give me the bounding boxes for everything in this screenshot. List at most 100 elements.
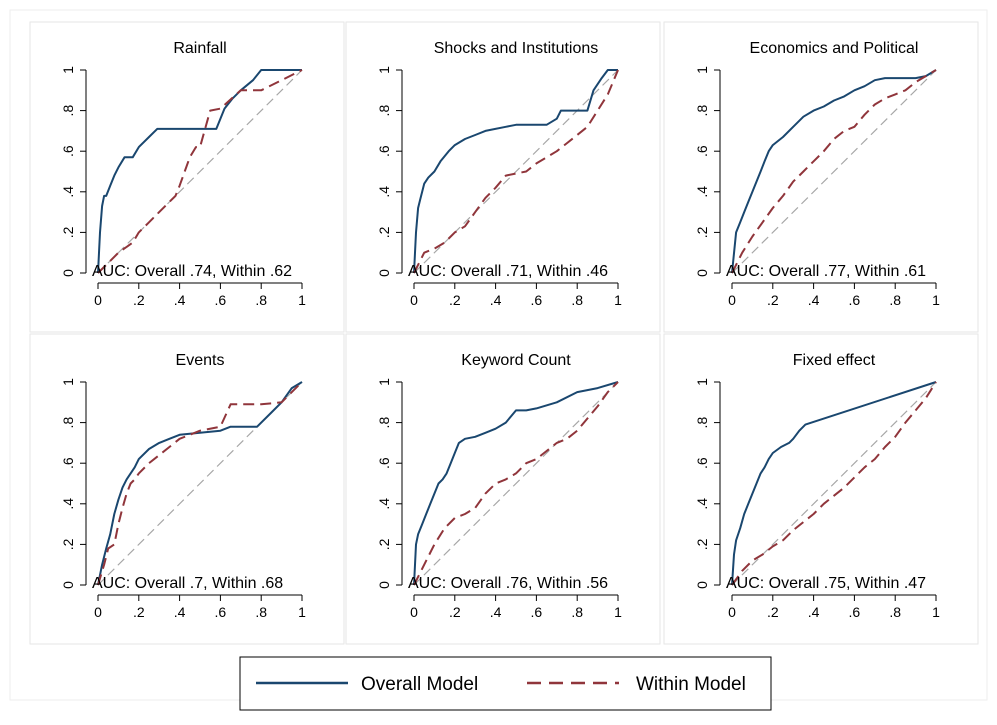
y-tick-label: .2 <box>694 226 710 238</box>
x-tick-label: .8 <box>255 292 267 308</box>
y-tick-label: 1 <box>694 66 710 74</box>
y-tick-label: .4 <box>694 498 710 510</box>
x-tick-label: .2 <box>133 292 145 308</box>
y-tick-label: .2 <box>60 538 76 550</box>
x-tick-label: .8 <box>571 292 583 308</box>
y-tick-label: .2 <box>694 538 710 550</box>
x-tick-label: 1 <box>932 604 940 620</box>
x-tick-label: .6 <box>531 604 543 620</box>
y-tick-label: 1 <box>694 378 710 386</box>
x-tick-label: .6 <box>849 604 861 620</box>
panel-title: Keyword Count <box>461 352 571 369</box>
y-tick-label: .4 <box>376 498 392 510</box>
x-tick-label: 1 <box>932 292 940 308</box>
auc-annotation: AUC: Overall .71, Within .46 <box>408 263 608 280</box>
panel-title: Events <box>176 352 225 369</box>
y-tick-label: .6 <box>376 145 392 157</box>
y-tick-label: 0 <box>376 269 392 277</box>
y-tick-label: .8 <box>60 417 76 429</box>
y-tick-label: .8 <box>60 105 76 117</box>
y-tick-label: .4 <box>694 186 710 198</box>
y-tick-label: 0 <box>60 581 76 589</box>
x-tick-label: 0 <box>94 604 102 620</box>
panel-border <box>29 333 345 645</box>
auc-annotation: AUC: Overall .76, Within .56 <box>408 575 608 592</box>
y-tick-label: 1 <box>60 66 76 74</box>
panel-title: Fixed effect <box>793 352 876 369</box>
series-overall-line <box>97 381 303 586</box>
reference-diagonal <box>413 381 619 586</box>
panel-2: Shocks and Institutions 0 .2 .4 .6 .8 1 0 .2 .4 .6… <box>345 21 661 333</box>
x-tick-label: .8 <box>889 604 901 620</box>
series-within-line <box>731 381 937 586</box>
y-tick-label: .6 <box>376 457 392 469</box>
reference-diagonal <box>731 381 937 586</box>
x-tick-label: 0 <box>728 292 736 308</box>
series-within-line <box>413 69 619 274</box>
y-tick-label: .4 <box>60 186 76 198</box>
x-tick-label: .4 <box>174 292 186 308</box>
y-tick-label: 0 <box>694 581 710 589</box>
x-tick-label: .6 <box>531 292 543 308</box>
y-tick-label: .8 <box>694 417 710 429</box>
y-tick-label: .6 <box>60 145 76 157</box>
x-tick-label: .8 <box>571 604 583 620</box>
x-tick-label: .4 <box>174 604 186 620</box>
panel-title: Shocks and Institutions <box>434 40 599 57</box>
panel-title: Rainfall <box>173 40 226 57</box>
y-tick-label: 0 <box>376 581 392 589</box>
y-tick-label: 0 <box>694 269 710 277</box>
series-overall-line <box>731 381 937 586</box>
x-tick-label: .8 <box>889 292 901 308</box>
x-tick-label: 1 <box>298 604 306 620</box>
x-tick-label: .4 <box>490 604 502 620</box>
x-tick-label: .2 <box>133 604 145 620</box>
y-tick-label: .6 <box>60 457 76 469</box>
y-tick-label: .2 <box>376 226 392 238</box>
x-tick-label: 0 <box>94 292 102 308</box>
auc-annotation: AUC: Overall .74, Within .62 <box>92 263 292 280</box>
x-tick-label: 0 <box>410 604 418 620</box>
y-tick-label: .4 <box>60 498 76 510</box>
y-tick-label: .4 <box>376 186 392 198</box>
y-tick-label: 1 <box>376 66 392 74</box>
panels: Rainfall 0 .2 .4 .6 .8 1 0 .2 .4 .6 .8 1 AUC: Overall… <box>29 21 979 645</box>
reference-diagonal <box>731 69 937 274</box>
auc-annotation: AUC: Overall .7, Within .68 <box>92 575 283 592</box>
panel-3: Economics and Political 0 .2 .4 .6 .8 1 0 .2 .4 .6… <box>663 21 979 333</box>
y-tick-label: 0 <box>60 269 76 277</box>
x-tick-label: .2 <box>449 292 461 308</box>
x-tick-label: .2 <box>767 292 779 308</box>
y-tick-label: .2 <box>376 538 392 550</box>
reference-diagonal <box>413 69 619 274</box>
series-overall-line <box>97 69 302 274</box>
series-overall-line <box>413 381 619 586</box>
series-within-line <box>413 381 619 586</box>
x-tick-label: .6 <box>215 604 227 620</box>
x-tick-label: 1 <box>614 292 622 308</box>
panel-4: Events 0 .2 .4 .6 .8 1 0 .2 .4 .6 .8 1 AUC: Overall .… <box>29 333 345 645</box>
legend-label-overall: Overall Model <box>361 674 478 695</box>
x-tick-label: .2 <box>767 604 779 620</box>
x-tick-label: 0 <box>410 292 418 308</box>
y-tick-label: .8 <box>694 105 710 117</box>
y-tick-label: .8 <box>376 417 392 429</box>
x-tick-label: .4 <box>808 292 820 308</box>
panel-title: Economics and Political <box>750 40 919 57</box>
y-tick-label: .8 <box>376 105 392 117</box>
y-tick-label: .6 <box>694 145 710 157</box>
y-tick-label: .2 <box>60 226 76 238</box>
x-tick-label: 1 <box>614 604 622 620</box>
x-tick-label: .6 <box>215 292 227 308</box>
legend: Overall Model Within Model <box>239 656 772 711</box>
panel-border <box>663 333 979 645</box>
panel-5: Keyword Count 0 .2 .4 .6 .8 1 0 .2 .4 .6 .8 1 AUC: Ov… <box>345 333 661 645</box>
panel-6: Fixed effect 0 .2 .4 .6 .8 1 0 .2 .4 .6 .8 1 AUC: Ove… <box>663 333 979 645</box>
panel-border <box>345 333 661 645</box>
y-tick-label: 1 <box>376 378 392 386</box>
panel-border <box>345 21 661 333</box>
x-tick-label: 0 <box>728 604 736 620</box>
y-tick-label: 1 <box>60 378 76 386</box>
y-tick-label: .6 <box>694 457 710 469</box>
